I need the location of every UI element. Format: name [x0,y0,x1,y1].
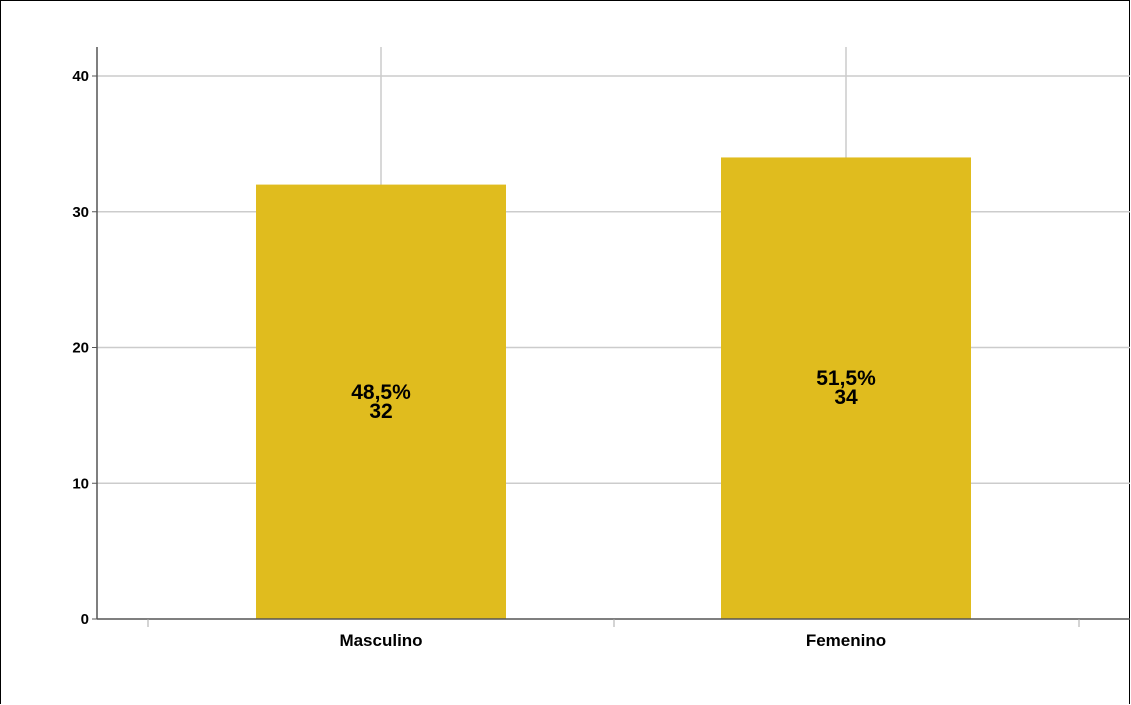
y-tick-label: 30 [72,204,89,221]
x-category-label: Masculino [339,631,422,650]
grid-layer [97,47,1130,619]
bar-percent-label: 51,5% [816,367,876,390]
x-category-label: Femenino [806,631,886,650]
y-tick-label: 40 [72,68,89,85]
bar-masculino [256,184,506,619]
y-tick-label: 20 [72,340,89,357]
y-tick-label: 10 [72,475,89,492]
bar-percent-label: 48,5% [351,381,411,404]
axis-layer [92,47,1130,627]
bar-count-label: 34 [834,386,858,409]
bar-femenino [721,157,971,619]
bar-layer [256,157,971,619]
bar-count-label: 32 [369,400,392,423]
y-tick-label: 0 [81,611,89,628]
label-layer: 0 10 20 30 40 48,5%32 Masculino 51,5%34 Femenino [72,68,886,650]
